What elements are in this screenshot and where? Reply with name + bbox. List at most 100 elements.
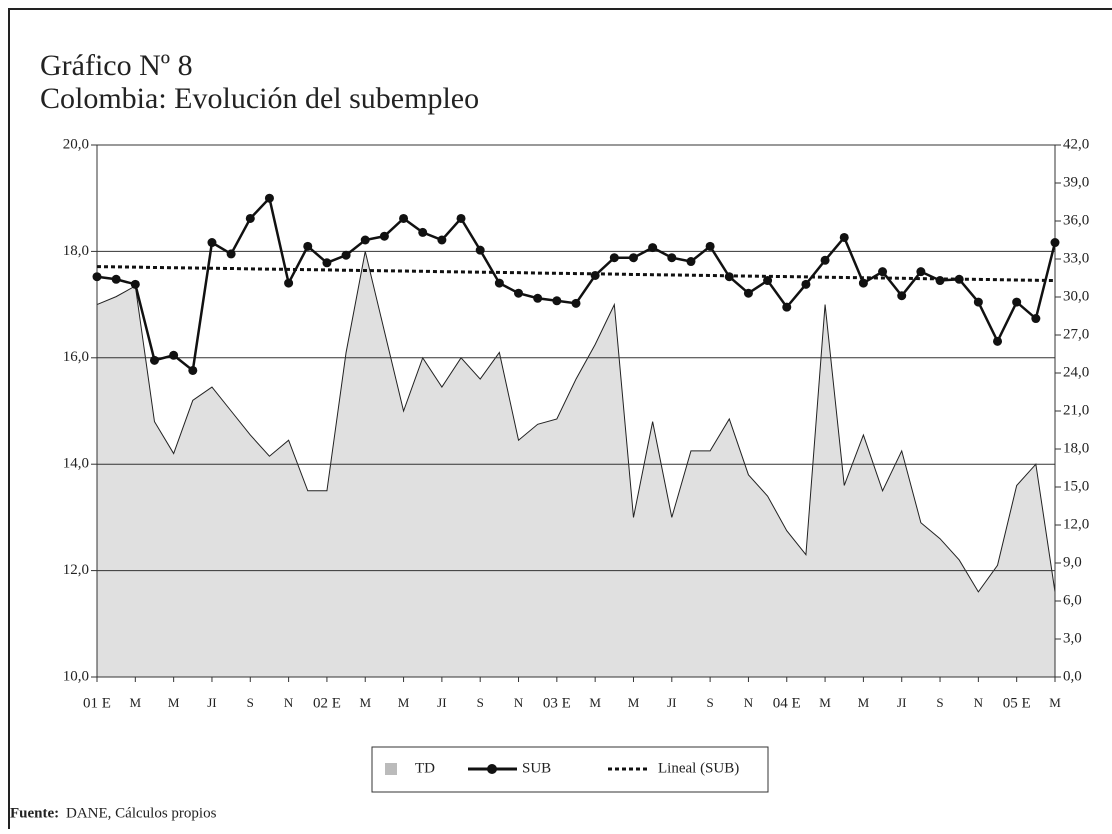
sub-dot [820, 255, 830, 265]
source-label: Fuente: [10, 805, 59, 821]
sub-dot [667, 253, 677, 263]
chart-subtitle: Colombia: Evolución del subempleo [40, 82, 479, 115]
sub-dot [475, 245, 485, 255]
x-tick-label: M [1049, 695, 1061, 710]
sub-dot [1012, 297, 1022, 307]
sub-dot [303, 241, 313, 251]
y2-tick-label: 0,0 [1063, 668, 1082, 684]
sub-dot [494, 278, 504, 288]
sub-dot [399, 213, 409, 223]
sub-dot [533, 293, 543, 303]
sub-dot [111, 274, 121, 284]
sub-dot [322, 258, 332, 268]
y2-tick-label: 21,0 [1063, 402, 1089, 418]
x-tick-label: 01 E [83, 695, 111, 711]
x-tick-label: M [589, 695, 601, 710]
y-tick-label: 14,0 [63, 456, 89, 472]
legend-label: Lineal (SUB) [658, 760, 739, 776]
sub-dot [609, 253, 619, 263]
sub-dot [264, 193, 274, 203]
plot-border [96, 144, 1056, 678]
sub-dot [418, 227, 428, 237]
x-tick-label: S [707, 695, 714, 710]
sub-dot [763, 276, 773, 286]
sub-dot [188, 365, 198, 375]
y-tick-label: 10,0 [63, 668, 89, 684]
sub-dot [686, 257, 696, 267]
sub-dot [648, 243, 658, 253]
sub-dot [782, 302, 792, 312]
sub-dot [858, 278, 868, 288]
legend-label: SUB [522, 760, 551, 776]
x-tick-label: JI [897, 695, 906, 710]
y-tick-label: 16,0 [63, 349, 89, 365]
x-tick-label: M [858, 695, 870, 710]
x-tick-label: 05 E [1003, 695, 1031, 711]
legend-swatch [385, 763, 397, 775]
sub-dot [571, 298, 581, 308]
y2-tick-label: 18,0 [1063, 440, 1089, 456]
x-tick-label: S [247, 695, 254, 710]
sub-dot [245, 213, 255, 223]
x-tick-label: M [130, 695, 142, 710]
sub-dot [169, 350, 179, 360]
sub-dot [437, 235, 447, 245]
legend-label: TD [415, 760, 435, 776]
sub-dot [552, 296, 562, 306]
sub-dot [456, 213, 466, 223]
y2-tick-label: 39,0 [1063, 174, 1089, 190]
sub-dot [628, 253, 638, 263]
x-tick-label: 04 E [773, 695, 801, 711]
sub-dot [207, 238, 217, 248]
trend-line [96, 265, 1056, 283]
y2-tick-label: 36,0 [1063, 212, 1089, 228]
x-tick-label: S [936, 695, 943, 710]
x-tick-label: 03 E [543, 695, 571, 711]
sub-dot [916, 267, 926, 277]
y-tick-label: 12,0 [63, 562, 89, 578]
x-tick-label: JI [437, 695, 446, 710]
y2-tick-label: 27,0 [1063, 326, 1089, 342]
x-tick-label: N [284, 695, 294, 710]
x-tick-label: JI [667, 695, 676, 710]
sub-dot [801, 279, 811, 289]
sub-dot [743, 288, 753, 298]
sub-dot [130, 279, 140, 289]
sub-dot [973, 297, 983, 307]
sub-dot [935, 276, 945, 286]
legend-swatch-dot [487, 764, 497, 774]
sub-dot [284, 278, 294, 288]
y2-tick-label: 6,0 [1063, 592, 1082, 608]
x-tick-label: M [168, 695, 180, 710]
y2-tick-label: 9,0 [1063, 554, 1082, 570]
frame [8, 8, 1112, 834]
sub-dot [149, 355, 159, 365]
sub-dot [92, 272, 102, 282]
x-tick-label: M [628, 695, 640, 710]
y2-tick-label: 42,0 [1063, 136, 1089, 152]
x-tick-label: M [398, 695, 410, 710]
sub-dot [590, 270, 600, 280]
chart-title: Gráfico Nº 8 [40, 49, 193, 82]
sub-dot [897, 291, 907, 301]
legend-box [371, 746, 769, 793]
sub-dot [379, 231, 389, 241]
sub-dot [878, 267, 888, 277]
y2-tick-label: 3,0 [1063, 630, 1082, 646]
sub-dot [705, 241, 715, 251]
x-tick-label: JI [207, 695, 216, 710]
sub-dot [1031, 314, 1041, 324]
x-tick-label: N [514, 695, 524, 710]
sub-dot [1050, 238, 1060, 248]
sub-dot [514, 288, 524, 298]
y2-tick-label: 12,0 [1063, 516, 1089, 532]
source: DANE, Cálculos propios [66, 805, 217, 821]
x-tick-label: 02 E [313, 695, 341, 711]
sub-dot [360, 235, 370, 245]
x-tick-label: N [744, 695, 754, 710]
x-tick-label: N [974, 695, 984, 710]
sub-line [96, 195, 1057, 373]
y2-tick-label: 30,0 [1063, 288, 1089, 304]
y2-tick-label: 15,0 [1063, 478, 1089, 494]
sub-dot [993, 336, 1003, 346]
